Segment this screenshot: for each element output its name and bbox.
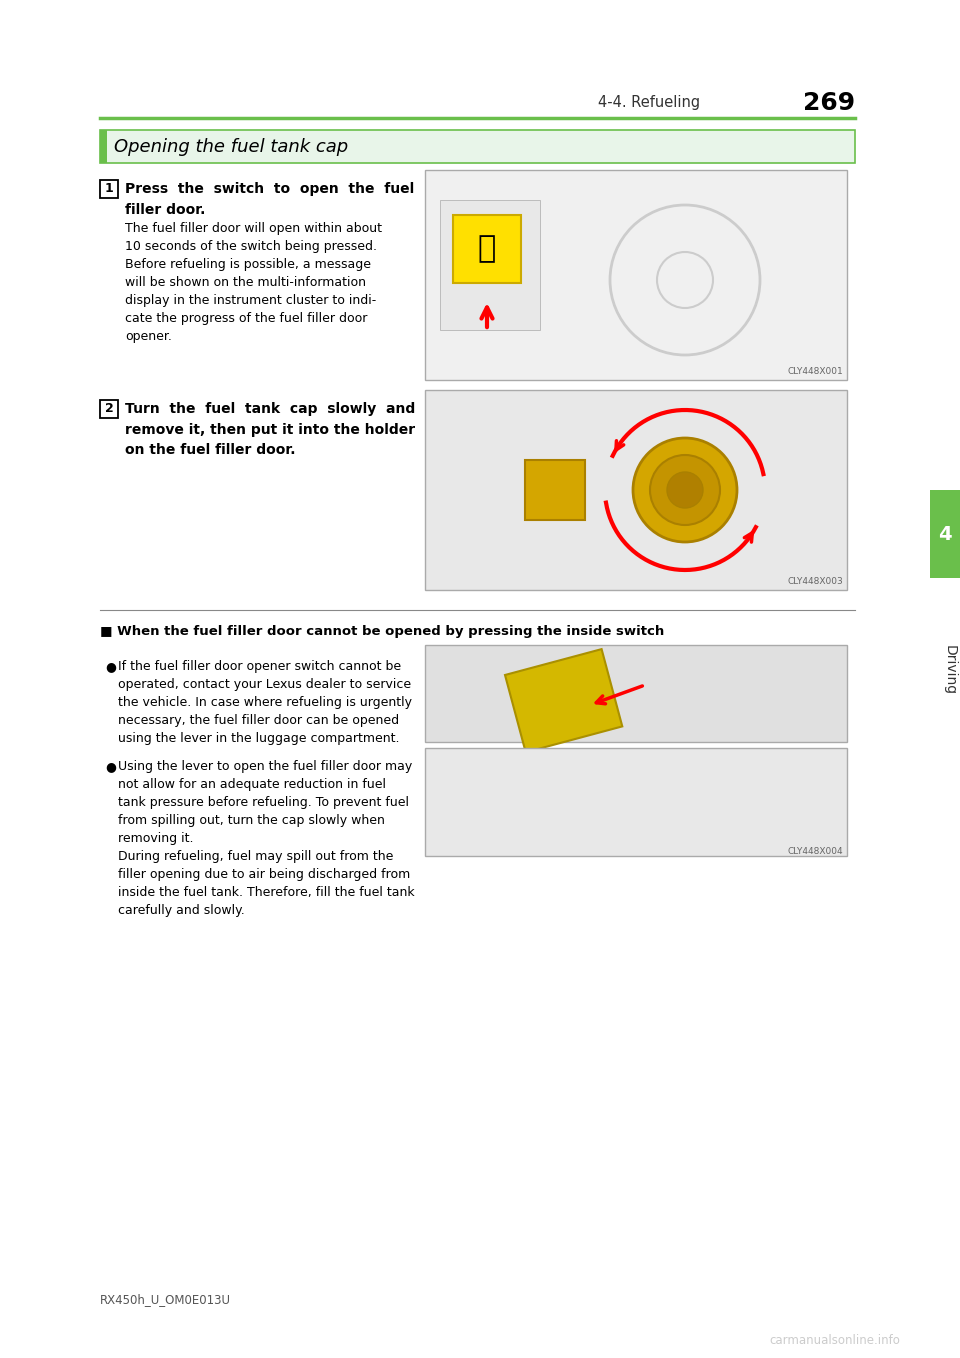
- Bar: [425, 748, 847, 856]
- Bar: [100, 130, 107, 163]
- Text: 4-4. Refueling: 4-4. Refueling: [598, 95, 700, 110]
- Circle shape: [633, 439, 737, 542]
- Text: ■ When the fuel filler door cannot be opened by pressing the inside switch: ■ When the fuel filler door cannot be op…: [100, 625, 664, 638]
- Text: ●: ●: [105, 760, 116, 773]
- Text: CLY448X003: CLY448X003: [787, 577, 843, 587]
- Text: Opening the fuel tank cap: Opening the fuel tank cap: [114, 137, 348, 156]
- Text: 1: 1: [105, 182, 113, 196]
- Bar: [505, 649, 622, 752]
- Text: ⛽: ⛽: [478, 235, 496, 263]
- Circle shape: [650, 455, 720, 526]
- Circle shape: [667, 473, 703, 508]
- Bar: [525, 460, 585, 520]
- Text: carmanualsonline.info: carmanualsonline.info: [769, 1334, 900, 1347]
- Bar: [425, 390, 847, 589]
- Text: 4: 4: [938, 524, 951, 543]
- Text: The fuel filler door will open within about
10 seconds of the switch being press: The fuel filler door will open within ab…: [125, 221, 382, 344]
- Text: 269: 269: [803, 91, 855, 115]
- Bar: [440, 200, 540, 330]
- Text: ●: ●: [105, 660, 116, 674]
- Bar: [930, 490, 960, 579]
- Bar: [100, 130, 855, 163]
- Bar: [425, 170, 847, 380]
- Bar: [100, 401, 118, 418]
- Text: If the fuel filler door opener switch cannot be
operated, contact your Lexus dea: If the fuel filler door opener switch ca…: [118, 660, 412, 746]
- Text: RX450h_U_OM0E013U: RX450h_U_OM0E013U: [100, 1294, 231, 1306]
- Text: CLY448X004: CLY448X004: [787, 847, 843, 856]
- Text: Turn  the  fuel  tank  cap  slowly  and
remove it, then put it into the holder
o: Turn the fuel tank cap slowly and remove…: [125, 402, 416, 458]
- Bar: [425, 645, 847, 741]
- Text: Press  the  switch  to  open  the  fuel
filler door.: Press the switch to open the fuel filler…: [125, 182, 415, 216]
- Bar: [453, 215, 521, 282]
- Text: Using the lever to open the fuel filler door may
not allow for an adequate reduc: Using the lever to open the fuel filler …: [118, 760, 415, 917]
- Text: CLY448X001: CLY448X001: [787, 367, 843, 376]
- Text: 2: 2: [105, 402, 113, 416]
- Text: Driving: Driving: [943, 645, 957, 695]
- Bar: [100, 181, 118, 198]
